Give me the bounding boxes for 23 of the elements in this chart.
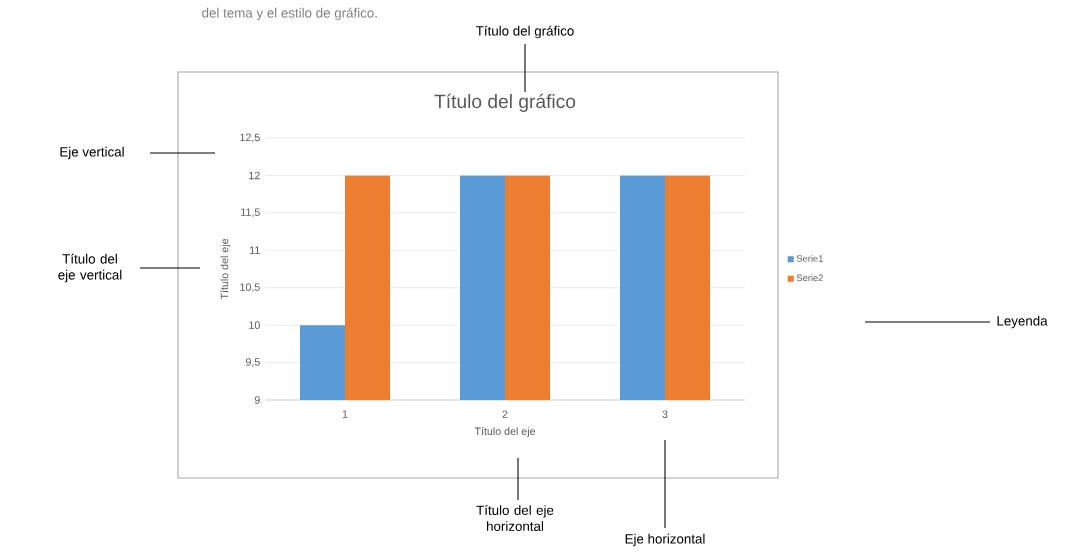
- y-tick-label: 9: [254, 396, 260, 404]
- y-tick-label: 11: [250, 246, 260, 254]
- text: Título del eje horizontal: [476, 505, 554, 531]
- y-tick-label: 10,5: [240, 283, 260, 293]
- text: Título del gráfico: [476, 25, 574, 39]
- chart-title: Título del gráfico: [434, 93, 576, 112]
- legend-label: Serie1: [796, 254, 823, 262]
- y-tick-label: 10: [249, 321, 260, 329]
- text: del tema y el estilo de gráfico.: [202, 7, 377, 21]
- legend-label: Serie2: [796, 274, 823, 282]
- x-tick-label: 2: [502, 410, 508, 418]
- x-tick-label: 3: [662, 410, 668, 418]
- x-axis-title: Título del eje: [474, 427, 536, 438]
- text: Eje vertical: [60, 146, 124, 160]
- text: Título del eje vertical: [58, 253, 122, 283]
- y-tick-label: 12,5: [240, 133, 260, 143]
- y-axis-title: Título del eje: [220, 238, 231, 300]
- y-tick-label: 9,5: [245, 358, 260, 367]
- x-tick-label: 1: [342, 410, 348, 418]
- text: Eje horizontal: [625, 533, 705, 547]
- text: Leyenda: [997, 315, 1048, 329]
- y-tick-label: 12: [249, 171, 260, 180]
- y-tick-label: 11,5: [241, 208, 260, 218]
